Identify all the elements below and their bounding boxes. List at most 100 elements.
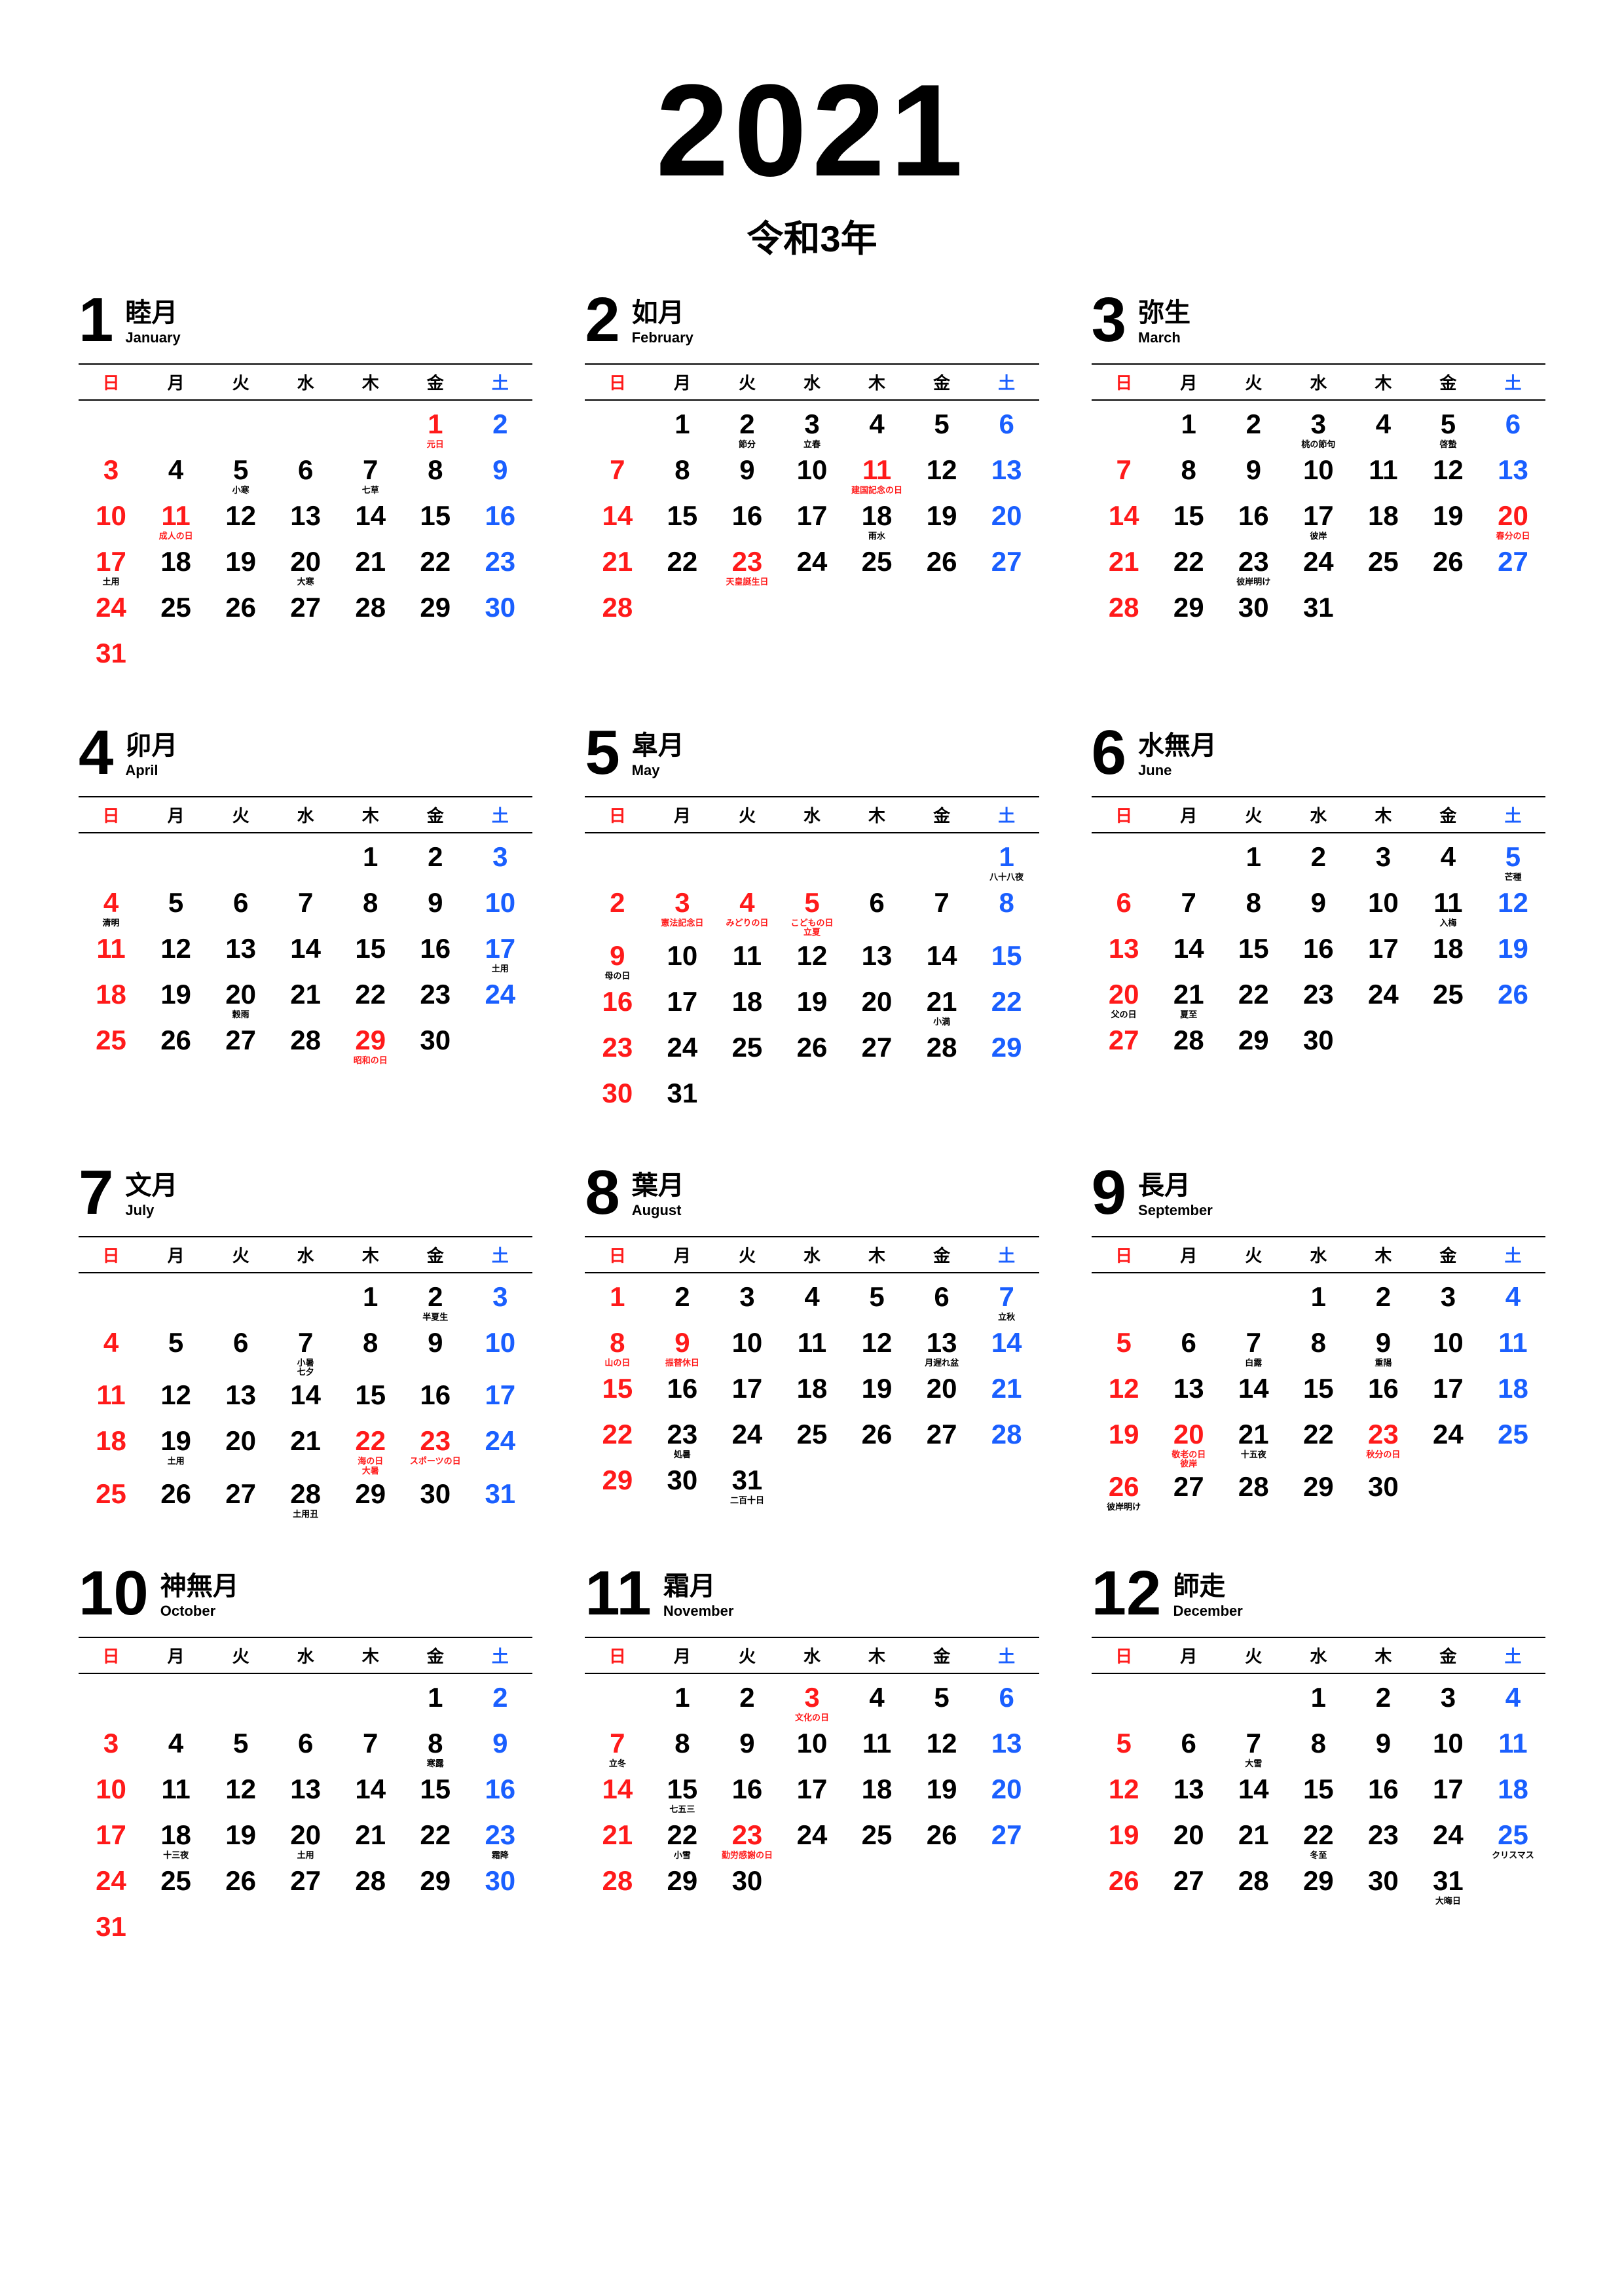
day-cell: 19 xyxy=(779,985,844,1017)
day-cell xyxy=(1416,1023,1481,1027)
day-cell: 12 xyxy=(779,939,844,972)
day-number: 2 xyxy=(651,1283,713,1311)
day-number: 11 xyxy=(145,501,207,530)
day-note: 彼岸明け xyxy=(1093,1503,1155,1512)
month-kanji: 如月 xyxy=(632,291,693,329)
day-cell: 8 xyxy=(1286,1326,1351,1358)
dow-label: 火 xyxy=(208,797,273,832)
dow-label: 日 xyxy=(79,1237,143,1272)
day-number: 19 xyxy=(911,1775,973,1804)
day-cell: 1 xyxy=(650,407,714,440)
month-english: October xyxy=(160,1603,239,1620)
day-cell: 17 xyxy=(468,1378,532,1411)
day-cell: 27 xyxy=(845,1030,910,1063)
day-number: 26 xyxy=(911,1821,973,1850)
day-cell: 20 xyxy=(974,499,1039,532)
day-cell: 15七五三 xyxy=(650,1772,714,1815)
day-cell: 26 xyxy=(143,1477,208,1510)
day-note: 小満 xyxy=(911,1017,973,1027)
day-cell: 26 xyxy=(779,1030,844,1063)
day-cell: 9 xyxy=(714,453,779,486)
day-cell: 18 xyxy=(1416,932,1481,964)
day-cell: 23霜降 xyxy=(468,1818,532,1861)
dow-label: 月 xyxy=(650,1237,714,1272)
day-cell: 3憲法記念日 xyxy=(650,886,714,929)
day-cell xyxy=(974,591,1039,594)
day-cell: 23勤労感謝の日 xyxy=(714,1818,779,1861)
day-note: 元日 xyxy=(404,440,466,449)
day-number: 31 xyxy=(80,639,142,668)
day-cell: 7 xyxy=(338,1726,403,1759)
day-cell: 9 xyxy=(468,453,532,486)
day-cell: 23処暑 xyxy=(650,1417,714,1461)
day-number: 10 xyxy=(1287,456,1350,484)
day-cell: 1 xyxy=(1221,840,1286,873)
day-cell: 4 xyxy=(845,407,910,440)
dow-label: 土 xyxy=(468,797,532,832)
day-cell: 8 xyxy=(650,1726,714,1759)
day-cell xyxy=(273,840,338,844)
day-number: 29 xyxy=(976,1033,1038,1062)
day-cell xyxy=(779,1864,844,1868)
day-cell: 17土用 xyxy=(468,932,532,975)
day-cell: 27 xyxy=(208,1023,273,1056)
dow-label: 土 xyxy=(974,1237,1039,1272)
day-number: 28 xyxy=(1093,593,1155,622)
day-cell: 7白露 xyxy=(1221,1326,1286,1369)
day-number: 20 xyxy=(210,980,272,1009)
day-note: 海の日 大暑 xyxy=(339,1457,401,1476)
day-note: 山の日 xyxy=(586,1358,648,1368)
day-number: 25 xyxy=(1417,980,1479,1009)
day-number: 4 xyxy=(80,888,142,917)
day-cell: 21 xyxy=(338,545,403,577)
day-cell: 26 xyxy=(143,1023,208,1056)
dow-label: 木 xyxy=(845,797,910,832)
day-cell: 15 xyxy=(1286,1772,1351,1805)
day-cell xyxy=(273,1910,338,1914)
dow-label: 日 xyxy=(1092,797,1156,832)
day-number: 4 xyxy=(846,410,908,439)
day-number: 8 xyxy=(1158,456,1220,484)
day-cell: 3 xyxy=(1416,1280,1481,1313)
day-note: 夏至 xyxy=(1158,1010,1220,1019)
week-row: 7891011建国記念の日1213 xyxy=(585,453,1039,499)
day-cell xyxy=(974,1463,1039,1467)
day-cell: 20穀雨 xyxy=(208,977,273,1021)
day-number: 15 xyxy=(339,1381,401,1410)
day-cell: 26 xyxy=(1092,1864,1156,1897)
month-number: 5 xyxy=(585,721,619,784)
day-number: 15 xyxy=(1287,1374,1350,1403)
dow-label: 木 xyxy=(1351,797,1416,832)
dow-label: 木 xyxy=(845,1237,910,1272)
day-cell: 10 xyxy=(1416,1326,1481,1358)
dow-label: 火 xyxy=(1221,1638,1286,1673)
day-number: 13 xyxy=(976,1729,1038,1758)
day-number: 5 xyxy=(1417,410,1479,439)
day-number: 11 xyxy=(846,1729,908,1758)
day-number: 1 xyxy=(651,1683,713,1712)
day-number: 26 xyxy=(145,1480,207,1508)
day-cell xyxy=(845,591,910,594)
day-number: 17 xyxy=(1352,934,1414,963)
day-cell: 6 xyxy=(845,886,910,919)
day-cell: 30 xyxy=(468,1864,532,1897)
day-number: 1 xyxy=(1287,1283,1350,1311)
month-block: 5皐月May日月火水木金土1八十八夜23憲法記念日4みどりの日5こどもの日 立夏… xyxy=(585,721,1039,1122)
day-number: 9 xyxy=(716,1729,778,1758)
day-number: 11 xyxy=(1352,456,1414,484)
day-number: 10 xyxy=(80,1775,142,1804)
day-note: 啓蟄 xyxy=(1417,440,1479,449)
day-number: 25 xyxy=(80,1026,142,1055)
day-cell: 15 xyxy=(403,499,468,532)
day-number: 17 xyxy=(80,1821,142,1850)
dow-label: 火 xyxy=(208,1638,273,1673)
day-number: 11 xyxy=(80,934,142,963)
day-number: 6 xyxy=(976,410,1038,439)
day-note: 立秋 xyxy=(976,1313,1038,1322)
day-cell xyxy=(1481,1864,1545,1868)
day-cell: 13 xyxy=(845,939,910,972)
week-row: 12 xyxy=(79,1681,532,1726)
day-number: 5 xyxy=(145,1328,207,1357)
day-number: 12 xyxy=(210,1775,272,1804)
day-number: 29 xyxy=(1223,1026,1285,1055)
